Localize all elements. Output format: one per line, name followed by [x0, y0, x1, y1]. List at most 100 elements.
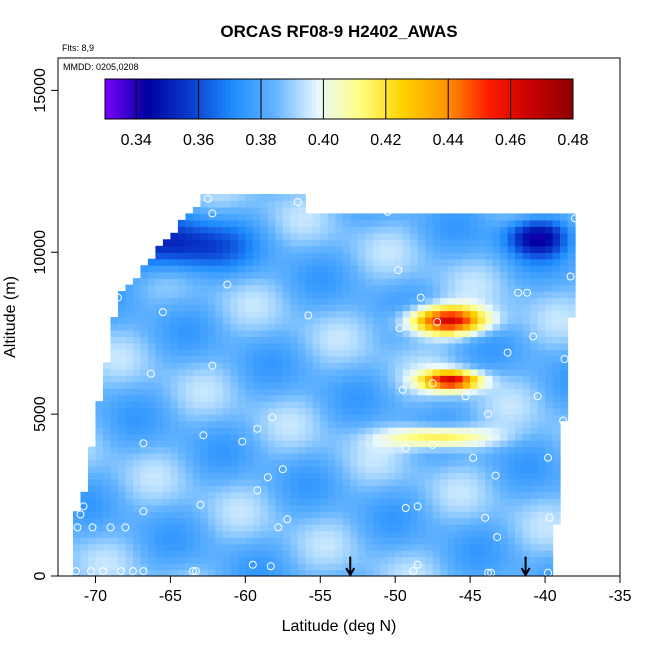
heatmap-cell	[545, 530, 554, 538]
heatmap-cell	[545, 407, 554, 415]
heatmap-cell	[455, 362, 464, 370]
heatmap-cell	[402, 569, 411, 577]
heatmap-cell	[140, 407, 149, 415]
heatmap-cell	[432, 252, 441, 260]
heatmap-cell	[252, 219, 261, 227]
heatmap-cell	[335, 407, 344, 415]
colorbar-swatch	[374, 79, 379, 119]
heatmap-cell	[245, 310, 254, 318]
heatmap-cell	[417, 388, 426, 396]
heatmap-cell	[560, 278, 569, 286]
heatmap-cell	[342, 329, 351, 338]
heatmap-cell	[537, 213, 546, 221]
heatmap-cell	[417, 213, 426, 221]
colorbar-swatch	[147, 79, 153, 119]
heatmap-cell	[312, 427, 321, 435]
heatmap-cell	[432, 517, 441, 525]
heatmap-cell	[440, 336, 449, 344]
heatmap-cell	[200, 362, 209, 370]
heatmap-cell	[87, 452, 97, 461]
heatmap-cell	[267, 329, 276, 338]
heatmap-cell	[230, 394, 239, 402]
heatmap-cell	[237, 323, 246, 331]
heatmap-cell	[522, 452, 531, 461]
heatmap-cell	[222, 317, 231, 325]
heatmap-cell	[267, 342, 276, 350]
heatmap-cell	[155, 355, 164, 363]
heatmap-cell	[402, 291, 411, 299]
heatmap-cell	[320, 563, 329, 571]
heatmap-cell	[500, 239, 509, 247]
heatmap-cell	[177, 381, 186, 389]
heatmap-cell	[222, 414, 231, 422]
heatmap-cell	[245, 433, 254, 441]
sample-point	[383, 207, 392, 216]
heatmap-cell	[470, 252, 479, 260]
heatmap-cell	[147, 491, 157, 499]
heatmap-cell	[455, 284, 464, 292]
heatmap-cell	[237, 537, 246, 545]
heatmap-cell	[560, 329, 569, 338]
heatmap-cell	[395, 459, 404, 467]
heatmap-cell	[402, 271, 411, 279]
heatmap-cell	[387, 485, 396, 493]
heatmap-cell	[402, 310, 411, 318]
heatmap-cell	[290, 368, 299, 376]
heatmap-cell	[290, 556, 299, 564]
heatmap-cell	[560, 375, 569, 383]
heatmap-cell	[170, 265, 179, 273]
heatmap-cell	[147, 511, 157, 519]
heatmap-cell	[365, 543, 374, 551]
heatmap-cell	[177, 388, 186, 396]
heatmap-cell	[177, 504, 186, 512]
heatmap-cell	[477, 556, 486, 564]
heatmap-cell	[350, 498, 359, 506]
heatmap-cell	[297, 206, 306, 215]
heatmap-cell	[470, 362, 479, 370]
heatmap-cell	[252, 239, 261, 247]
heatmap-cell	[372, 530, 381, 538]
heatmap-cell	[320, 271, 329, 279]
heatmap-cell	[507, 485, 516, 493]
heatmap-cell	[470, 349, 479, 357]
heatmap-cell	[155, 258, 164, 266]
heatmap-cell	[545, 563, 554, 571]
heatmap-cell	[545, 362, 554, 370]
heatmap-cell	[230, 517, 239, 525]
heatmap-cell	[537, 563, 546, 571]
heatmap-cell	[387, 459, 396, 467]
heatmap-cell	[425, 258, 434, 266]
heatmap-cell	[545, 491, 554, 499]
heatmap-cell	[492, 232, 501, 240]
heatmap-cell	[492, 524, 501, 532]
heatmap-cell	[147, 472, 157, 480]
heatmap-cell	[275, 323, 284, 331]
heatmap-cell	[117, 530, 127, 538]
heatmap-cell	[515, 530, 524, 538]
heatmap-cell	[222, 485, 231, 493]
heatmap-cell	[95, 452, 104, 461]
heatmap-cell	[125, 329, 134, 338]
chart-title: ORCAS RF08-9 H2402_AWAS	[220, 22, 457, 41]
heatmap-cell	[335, 239, 344, 247]
heatmap-cell	[320, 323, 329, 331]
heatmap-cell	[237, 407, 246, 415]
heatmap-cell	[492, 375, 501, 383]
heatmap-cell	[410, 239, 419, 247]
heatmap-cell	[252, 556, 261, 564]
heatmap-cell	[530, 491, 539, 499]
heatmap-cell	[260, 271, 269, 279]
heatmap-cell	[267, 459, 276, 467]
heatmap-cell	[132, 336, 142, 344]
heatmap-cell	[297, 465, 306, 473]
heatmap-cell	[260, 252, 269, 260]
heatmap-cell	[372, 433, 381, 441]
heatmap-cell	[200, 284, 209, 292]
heatmap-cell	[275, 304, 284, 312]
heatmap-cell	[162, 388, 171, 396]
heatmap-cell	[162, 323, 171, 331]
heatmap-cell	[350, 465, 359, 473]
heatmap-cell	[530, 368, 539, 376]
heatmap-cell	[395, 381, 404, 389]
heatmap-cell	[447, 226, 456, 234]
